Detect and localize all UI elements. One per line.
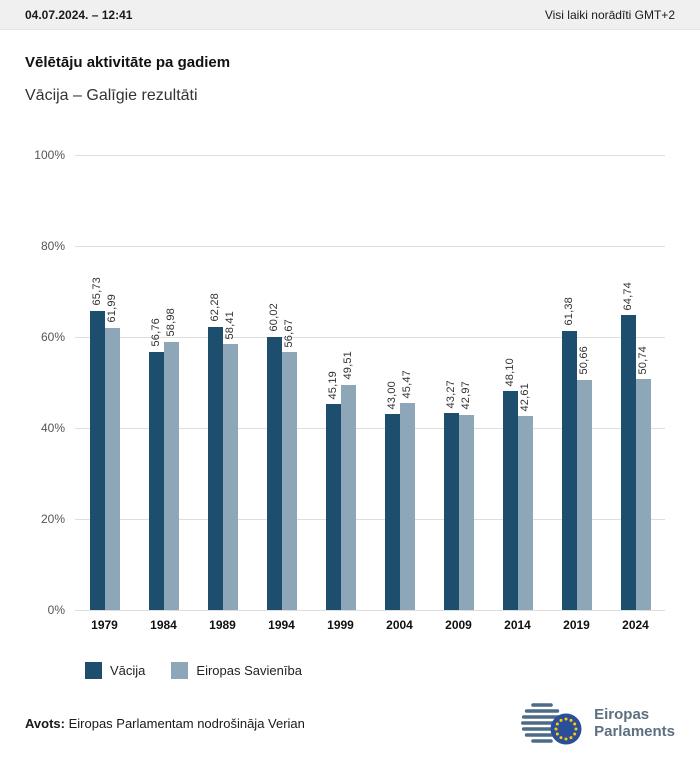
- bar-group-1979: 65,73 61,99: [75, 155, 134, 610]
- bar-value-label: 50,66: [578, 345, 590, 375]
- bar-eiropas-savieniba-2019: 50,66: [576, 346, 592, 610]
- ep-logo-text-line2: Parlaments: [594, 723, 675, 740]
- bar-group-2019: 61,38 50,66: [547, 155, 606, 610]
- bar-value-label: 61,38: [563, 297, 575, 326]
- legend-swatch: [171, 662, 189, 679]
- chart: 0% 20% 40% 60% 80% 100% 65,73 61,99 56,76 58,98 62…: [34, 148, 665, 679]
- legend-swatch: [85, 662, 102, 679]
- x-axis-label-1999: 1999: [327, 618, 354, 632]
- y-axis-tick-label: 80%: [40, 239, 65, 253]
- x-axis-label-1984: 1984: [150, 618, 177, 632]
- x-axis-label-2024: 2024: [622, 618, 649, 632]
- y-axis-tick-label: 60%: [40, 330, 65, 344]
- bar-vacija-1994: 60,02: [266, 303, 282, 610]
- page-title: Vēlētāju aktivitāte pa gadiem: [25, 54, 231, 71]
- legend: Vācija Eiropas Savienība: [85, 662, 665, 679]
- footer: Avots: Eiropas Parlamentam nodrošināja V…: [25, 699, 675, 747]
- bar-value-label: 58,41: [224, 310, 236, 340]
- gridline: [75, 245, 665, 247]
- bar-value-label: 50,74: [637, 345, 649, 375]
- source-text: Avots: Eiropas Parlamentam nodrošināja V…: [25, 716, 305, 731]
- bar-vacija-1999: 45,19: [325, 371, 341, 610]
- bar-value-label: 56,76: [150, 318, 162, 347]
- bar-group-1994: 60,02 56,67: [252, 155, 311, 610]
- bar-eiropas-savieniba-2014: 42,61: [517, 383, 533, 610]
- bar-eiropas-savieniba-1989: 58,41: [222, 311, 238, 610]
- header-datetime: 04.07.2024. – 12:41: [25, 7, 133, 22]
- ep-hemicycle-stars-icon: [521, 703, 582, 745]
- bar-group-2004: 43,00 45,47: [370, 155, 429, 610]
- bar-group-1984: 56,76 58,98: [134, 155, 193, 610]
- bar-group-2009: 43,27 42,97: [429, 155, 488, 610]
- y-axis-tick-label: 40%: [40, 421, 65, 435]
- bar-value-label: 62,28: [209, 293, 221, 322]
- x-axis-label-1994: 1994: [268, 618, 295, 632]
- bar-value-label: 48,10: [504, 357, 516, 387]
- header-timezone-note: Visi laiki norādīti GMT+2: [544, 7, 675, 22]
- source-value: Eiropas Parlamentam nodrošināja Verian: [68, 715, 305, 731]
- ep-logo-text: Eiropas Parlaments: [594, 706, 675, 741]
- legend-label: Vācija: [110, 663, 146, 678]
- gridline: [75, 427, 665, 429]
- bar-eiropas-savieniba-1984: 58,98: [163, 308, 179, 610]
- bar-value-label: 64,74: [622, 281, 634, 311]
- bar-eiropas-savieniba-1979: 61,99: [104, 294, 120, 610]
- bar-value-label: 49,51: [342, 351, 354, 380]
- bar-group-1999: 45,19 49,51: [311, 155, 370, 610]
- bar-value-label: 45,19: [327, 370, 339, 400]
- header-bar: 04.07.2024. – 12:41 Visi laiki norādīti …: [0, 0, 700, 30]
- bar-eiropas-savieniba-2024: 50,74: [635, 346, 651, 610]
- bar-vacija-2004: 43,00: [384, 381, 400, 610]
- page-subtitle: Vācija – Galīgie rezultāti: [25, 87, 198, 104]
- legend-item-vacija: Vācija: [85, 662, 145, 679]
- bar-vacija-2009: 43,27: [443, 380, 459, 610]
- gridline: [75, 336, 665, 338]
- legend-item-eiropas-savieniba: Eiropas Savienība: [171, 662, 302, 679]
- bar-value-label: 43,00: [386, 380, 398, 410]
- ep-logo-text-line1: Eiropas: [594, 705, 650, 723]
- bar-group-1989: 62,28 58,41: [193, 155, 252, 610]
- y-axis-tick-label: 0%: [47, 603, 65, 617]
- y-axis-tick-label: 100%: [34, 148, 65, 162]
- bar-vacija-2024: 64,74: [620, 282, 636, 610]
- bar-value-label: 42,97: [460, 380, 472, 410]
- legend-label: Eiropas Savienība: [196, 663, 302, 678]
- bar-value-label: 45,47: [401, 369, 413, 399]
- bar-eiropas-savieniba-2004: 45,47: [399, 370, 415, 610]
- bar-vacija-2014: 48,10: [502, 358, 518, 610]
- bar-eiropas-savieniba-2009: 42,97: [458, 381, 474, 610]
- bar-eiropas-savieniba-1994: 56,67: [281, 319, 297, 610]
- x-axis-labels: 1979 1984 1989 1994 1999 2004 2009 2014 2019 2024: [75, 618, 665, 632]
- bar-value-label: 60,02: [268, 303, 280, 332]
- gridline: [75, 154, 665, 156]
- bar-vacija-2019: 61,38: [561, 297, 577, 610]
- bar-value-label: 58,98: [165, 308, 177, 337]
- x-axis-label-2014: 2014: [504, 618, 531, 632]
- x-axis-label-1979: 1979: [91, 618, 118, 632]
- bar-value-label: 65,73: [91, 277, 103, 306]
- bar-value-label: 56,67: [283, 318, 295, 348]
- bar-vacija-1979: 65,73: [89, 277, 105, 610]
- bar-value-label: 61,99: [106, 294, 118, 323]
- x-axis-label-2004: 2004: [386, 618, 413, 632]
- bar-vacija-1989: 62,28: [207, 293, 223, 610]
- gridline: [75, 518, 665, 520]
- ep-logo: Eiropas Parlaments: [520, 699, 675, 747]
- bar-group-2014: 48,10 42,61: [488, 155, 547, 610]
- bar-group-2024: 64,74 50,74: [606, 155, 665, 610]
- bar-eiropas-savieniba-1999: 49,51: [340, 351, 356, 610]
- y-axis-tick-label: 20%: [40, 512, 65, 526]
- bar-vacija-1984: 56,76: [148, 318, 164, 610]
- bar-value-label: 42,61: [519, 382, 531, 412]
- plot-area: 0% 20% 40% 60% 80% 100% 65,73 61,99 56,76 58,98 62…: [34, 148, 665, 617]
- x-axis-label-1989: 1989: [209, 618, 236, 632]
- x-axis-label-2019: 2019: [563, 618, 590, 632]
- bar-value-label: 43,27: [445, 379, 457, 409]
- source-label: Avots:: [25, 715, 65, 731]
- gridline: [75, 609, 665, 611]
- x-axis-label-2009: 2009: [445, 618, 472, 632]
